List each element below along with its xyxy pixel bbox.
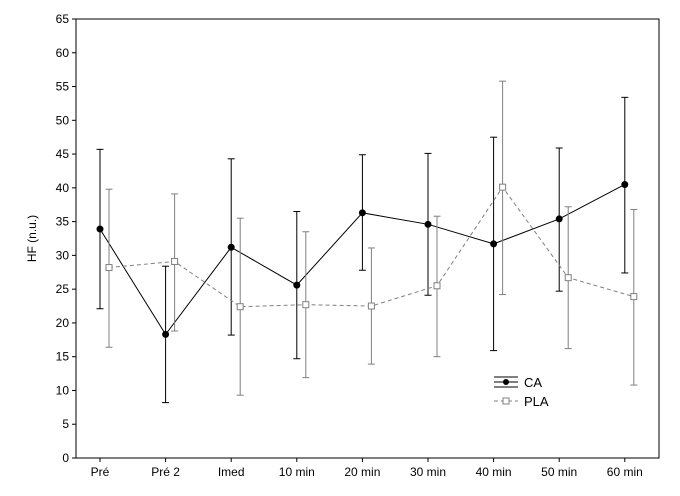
y-tick-label: 60	[56, 46, 70, 60]
y-tick-label: 40	[56, 181, 70, 195]
x-tick-label: 30 min	[410, 465, 446, 479]
legend: CA PLA	[494, 375, 549, 409]
x-tick-label: 60 min	[607, 465, 643, 479]
series-layer	[96, 80, 638, 404]
y-tick-label: 10	[56, 383, 70, 397]
legend-marker	[502, 397, 510, 405]
data-point-ca	[424, 220, 432, 228]
y-tick-label: 35	[56, 215, 70, 229]
x-tick-label: 40 min	[476, 465, 512, 479]
x-tick-label: 10 min	[279, 465, 315, 479]
y-tick-label: 45	[56, 147, 70, 161]
data-point-pla	[236, 303, 244, 311]
x-tick-label: Pré 2	[151, 465, 180, 479]
data-point-pla	[171, 257, 179, 265]
y-axis-ticks: 0 5 10 15 20 25 30 35 40 45 50 55 60 65	[56, 12, 76, 465]
data-point-ca	[621, 180, 629, 188]
legend-item-pla: PLA	[494, 394, 549, 409]
data-point-ca	[227, 243, 235, 251]
y-axis-label: HF (n.u.)	[25, 215, 39, 262]
data-point-pla	[105, 264, 113, 272]
legend-item-ca: CA	[494, 375, 542, 390]
y-tick-label: 50	[56, 113, 70, 127]
x-tick-label: 20 min	[344, 465, 380, 479]
y-tick-label: 30	[56, 248, 70, 262]
y-tick-label: 65	[56, 12, 70, 26]
x-tick-label: 50 min	[541, 465, 577, 479]
y-tick-label: 55	[56, 80, 70, 94]
data-point-pla	[367, 302, 375, 310]
data-point-ca	[293, 281, 301, 289]
data-point-pla	[433, 282, 441, 290]
data-point-ca	[96, 225, 104, 233]
y-tick-label: 15	[56, 350, 70, 364]
x-tick-label: Pré	[91, 465, 110, 479]
legend-label-pla: PLA	[524, 394, 549, 409]
series-pla	[105, 80, 638, 396]
data-point-pla	[499, 183, 507, 191]
y-tick-label: 0	[62, 451, 69, 465]
x-axis-ticks: Pré Pré 2 Imed 10 min 20 min 30 min 40 min 50 m…	[91, 458, 643, 479]
data-point-pla	[630, 293, 638, 301]
series-ca	[96, 96, 629, 404]
y-tick-label: 20	[56, 316, 70, 330]
data-point-ca	[555, 215, 563, 223]
legend-marker	[503, 379, 509, 385]
legend-label-ca: CA	[524, 375, 542, 390]
x-tick-label: Imed	[218, 465, 245, 479]
data-point-ca	[162, 330, 170, 338]
data-point-pla	[564, 274, 572, 282]
plot-area-frame	[75, 18, 660, 459]
data-point-pla	[302, 301, 310, 309]
y-tick-label: 25	[56, 282, 70, 296]
data-point-ca	[358, 209, 366, 217]
y-tick-label: 5	[62, 417, 69, 431]
data-point-ca	[490, 240, 498, 248]
